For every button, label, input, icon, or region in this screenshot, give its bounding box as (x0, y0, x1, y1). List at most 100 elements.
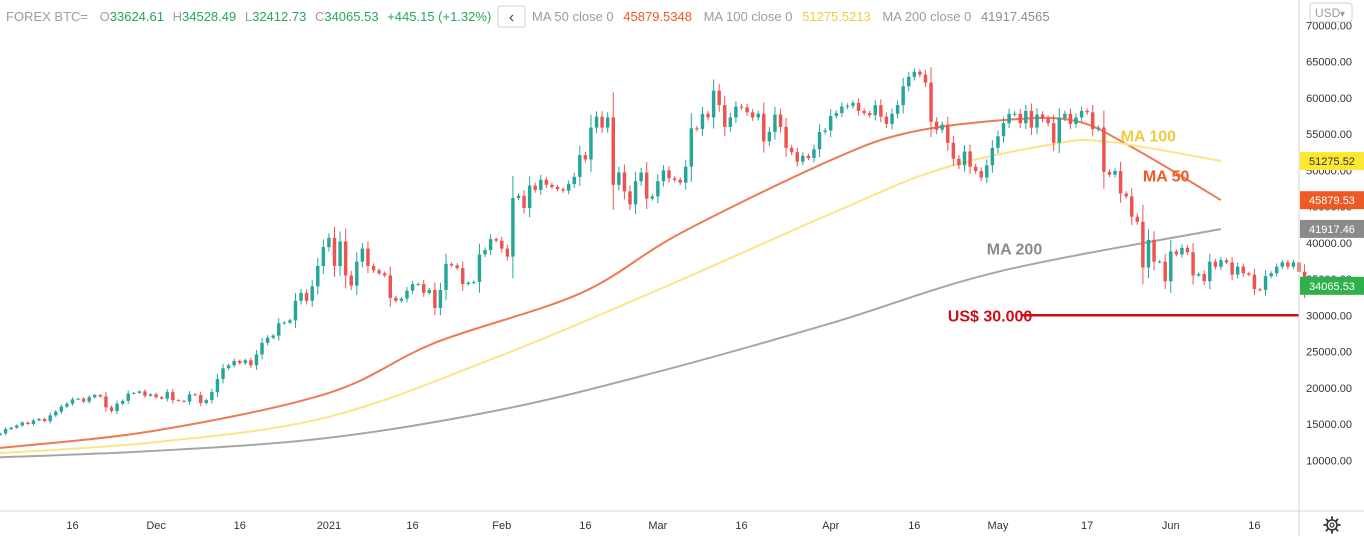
candle[interactable] (834, 110, 838, 119)
candle[interactable] (1007, 108, 1011, 129)
candle[interactable] (1124, 191, 1128, 199)
candle[interactable] (500, 236, 504, 253)
candle[interactable] (962, 145, 967, 172)
candle[interactable] (243, 358, 248, 365)
candle[interactable] (656, 174, 660, 204)
candle[interactable] (438, 282, 443, 316)
candle[interactable] (299, 289, 303, 305)
candle[interactable] (996, 130, 1000, 154)
candle[interactable] (985, 159, 989, 184)
candle[interactable] (148, 393, 153, 397)
candle[interactable] (650, 194, 655, 201)
candle[interactable] (271, 334, 275, 340)
candle[interactable] (310, 280, 314, 307)
candle[interactable] (87, 395, 91, 404)
candle[interactable] (734, 101, 738, 123)
candle[interactable] (1096, 125, 1101, 132)
candle[interactable] (817, 124, 822, 158)
candle[interactable] (1291, 259, 1296, 270)
candle[interactable] (611, 92, 615, 210)
candle[interactable] (1029, 103, 1034, 136)
candle[interactable] (472, 280, 476, 285)
candle[interactable] (890, 108, 894, 130)
candle[interactable] (661, 165, 666, 187)
candle[interactable] (572, 172, 576, 189)
candle[interactable] (1152, 231, 1156, 271)
candle[interactable] (828, 109, 833, 138)
candle[interactable] (1079, 106, 1084, 122)
candle[interactable] (589, 114, 593, 173)
chevron-down-icon[interactable]: ▾ (1340, 9, 1345, 20)
candle[interactable] (1085, 108, 1089, 115)
candle[interactable] (48, 412, 52, 424)
candle[interactable] (1051, 114, 1056, 152)
candle[interactable] (684, 159, 688, 190)
candle[interactable] (711, 79, 716, 129)
candle[interactable] (533, 182, 537, 193)
candle[interactable] (622, 164, 627, 200)
candle[interactable] (728, 112, 733, 132)
candle[interactable] (895, 100, 900, 119)
candle[interactable] (171, 388, 175, 404)
candle[interactable] (132, 392, 136, 395)
candle[interactable] (59, 404, 64, 414)
candle[interactable] (929, 67, 933, 138)
candle[interactable] (1224, 258, 1229, 265)
candle[interactable] (578, 145, 582, 186)
candle[interactable] (1241, 263, 1245, 277)
candle[interactable] (288, 318, 292, 325)
candle[interactable] (461, 261, 465, 291)
candle[interactable] (600, 111, 604, 133)
candle[interactable] (265, 335, 270, 346)
candle[interactable] (316, 257, 320, 295)
candle[interactable] (304, 289, 309, 305)
candle[interactable] (1118, 161, 1123, 203)
candle[interactable] (477, 243, 482, 293)
candle[interactable] (990, 140, 995, 173)
candle[interactable] (516, 193, 521, 200)
candle[interactable] (806, 153, 811, 161)
candle[interactable] (427, 287, 432, 295)
candle[interactable] (801, 152, 805, 166)
candle[interactable] (1107, 169, 1112, 178)
candle[interactable] (1191, 243, 1195, 285)
candle[interactable] (1113, 168, 1117, 178)
candle[interactable] (555, 184, 560, 192)
candle[interactable] (1141, 204, 1145, 285)
candle[interactable] (750, 108, 755, 121)
chevron-left-icon[interactable]: ‹ (509, 9, 514, 26)
candle[interactable] (594, 111, 599, 134)
candle[interactable] (1035, 108, 1039, 134)
candle[interactable] (934, 117, 939, 135)
candle[interactable] (3, 427, 8, 436)
collapse-legend-button[interactable]: ‹ (497, 5, 526, 28)
candle[interactable] (951, 135, 956, 166)
candle[interactable] (410, 280, 415, 294)
candle[interactable] (31, 418, 36, 426)
candle[interactable] (76, 397, 80, 401)
candle[interactable] (455, 263, 459, 271)
candle[interactable] (187, 391, 192, 405)
candle[interactable] (327, 233, 331, 252)
candle[interactable] (115, 400, 119, 415)
candle[interactable] (644, 162, 649, 210)
candle[interactable] (1090, 104, 1095, 137)
candle[interactable] (1130, 188, 1134, 226)
candle[interactable] (1280, 259, 1285, 270)
candle[interactable] (382, 271, 387, 278)
candle[interactable] (70, 397, 75, 406)
candle[interactable] (812, 144, 816, 163)
candle[interactable] (488, 234, 493, 256)
candle[interactable] (238, 359, 242, 365)
candle[interactable] (918, 68, 922, 78)
candle[interactable] (973, 163, 978, 175)
candle[interactable] (678, 177, 682, 186)
candle[interactable] (1258, 287, 1262, 292)
candle[interactable] (293, 293, 298, 329)
candle[interactable] (1068, 108, 1073, 130)
candle[interactable] (37, 417, 41, 422)
candle[interactable] (1169, 239, 1173, 293)
candle[interactable] (338, 231, 342, 276)
candle[interactable] (444, 253, 448, 301)
candle[interactable] (784, 117, 788, 157)
